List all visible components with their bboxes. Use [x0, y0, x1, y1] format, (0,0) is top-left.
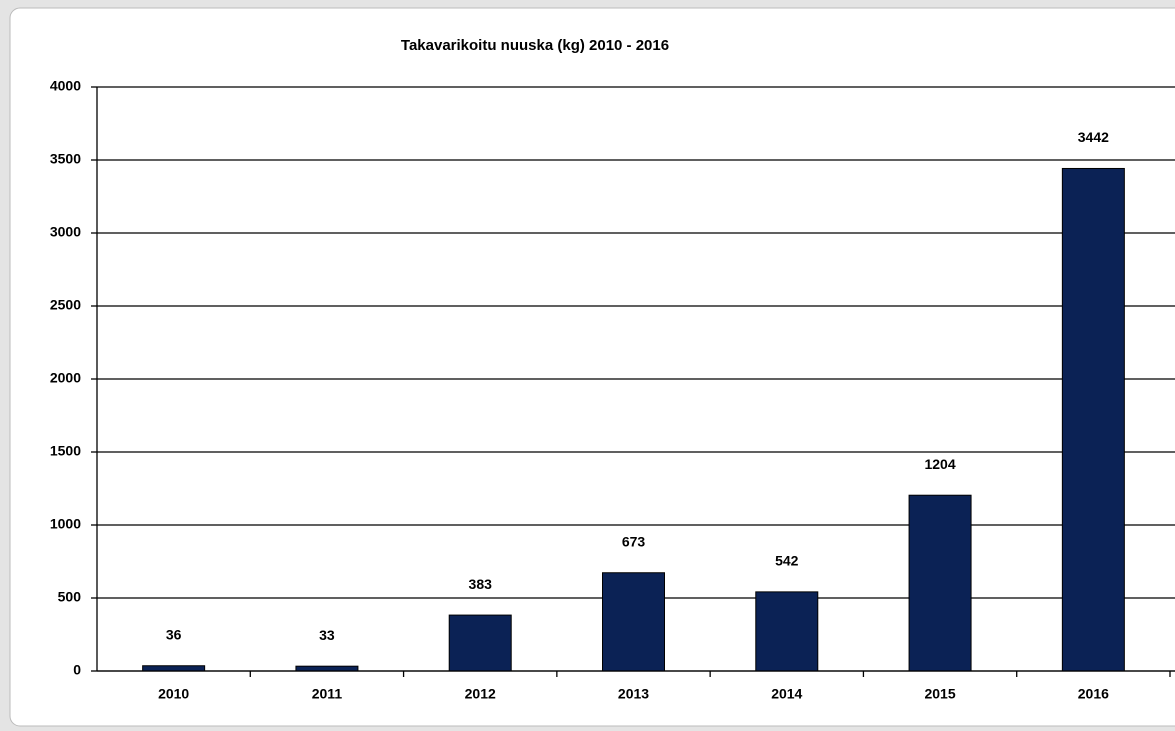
y-tick-label: 1500: [50, 443, 81, 459]
y-tick-label: 0: [73, 662, 81, 678]
y-tick-label: 2500: [50, 297, 81, 313]
data-label: 673: [622, 533, 646, 549]
data-label: 542: [775, 553, 799, 569]
y-tick-label: 1000: [50, 516, 81, 532]
x-tick-label: 2015: [924, 686, 955, 702]
data-label: 33: [319, 627, 335, 643]
bar: [448, 614, 512, 672]
x-tick-label: 2011: [312, 686, 343, 702]
y-tick-label: 3500: [50, 151, 81, 167]
x-tick-label: 2012: [465, 686, 496, 702]
data-label: 36: [166, 626, 182, 642]
x-tick-label: 2010: [158, 686, 189, 702]
bar: [295, 665, 359, 672]
bar: [1061, 167, 1125, 672]
x-tick-label: 2014: [771, 686, 802, 702]
data-label: 383: [469, 576, 493, 592]
y-tick-label: 3000: [50, 224, 81, 240]
data-label: 3442: [1078, 129, 1109, 145]
bar: [142, 665, 206, 672]
x-tick-label: 2013: [618, 686, 649, 702]
y-tick-label: 4000: [50, 78, 81, 94]
bar: [602, 572, 665, 672]
y-tick-label: 500: [58, 589, 82, 605]
x-tick-label: 2016: [1078, 686, 1109, 702]
y-tick-label: 2000: [50, 370, 81, 386]
bar: [755, 591, 819, 672]
chart-frame: [9, 7, 1175, 727]
data-label: 1204: [924, 456, 955, 472]
bar: [908, 494, 972, 672]
chart-title: Takavarikoitu nuuska (kg) 2010 - 2016: [401, 37, 669, 54]
